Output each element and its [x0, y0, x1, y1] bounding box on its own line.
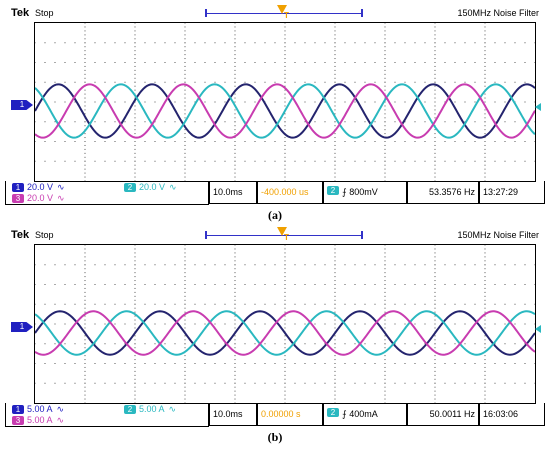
bandwidth-filter: 150MHz Noise Filter — [457, 8, 539, 18]
ch3-badge: 3 — [12, 416, 24, 425]
acquisition-state: Stop — [35, 230, 54, 240]
trigger-readout: 2 ⨍ 800mV — [323, 181, 407, 204]
ac-coupling-icon: ∿ — [169, 182, 177, 192]
clock-readout: 16:03:06 — [479, 403, 545, 426]
ch1-readout: 1 5.00 A ∿ — [12, 404, 64, 415]
scope-header: Tek Stop T 150MHz Noise Filter — [5, 227, 545, 243]
frequency-readout: 50.0011 Hz — [407, 403, 479, 426]
ch2-scale: 20.0 V — [139, 182, 166, 192]
waveform-display — [34, 22, 536, 182]
record-bar-left-tick — [205, 9, 207, 17]
ac-coupling-icon: ∿ — [57, 193, 65, 203]
trigger-marker-label: T — [284, 11, 289, 20]
channel-readout-box: 1 20.0 V ∿ 2 20.0 V ∿ 3 20.0 V ∿ — [5, 181, 209, 205]
ch1-ground-marker-icon: 1 — [11, 322, 33, 332]
trigger-position-icon — [277, 5, 287, 14]
scope-panel-a: Tek Stop T 150MHz Noise Filter 1 1 20.0 … — [5, 5, 545, 205]
clock-readout: 13:27:29 — [479, 181, 545, 204]
status-bar: 1 5.00 A ∿ 2 5.00 A ∿ 3 5.00 A ∿ 10.0ms … — [5, 403, 545, 427]
ch1-waveform — [34, 83, 536, 139]
trigger-position-readout: 0.00000 s — [257, 403, 323, 426]
timebase-readout: 10.0ms — [209, 403, 257, 426]
ch3-readout: 3 20.0 V ∿ — [12, 193, 65, 204]
ch2-readout: 2 5.00 A ∿ — [124, 404, 176, 415]
trigger-source-badge: 2 — [327, 408, 339, 417]
bandwidth-filter: 150MHz Noise Filter — [457, 230, 539, 240]
trigger-marker-label: T — [284, 233, 289, 242]
scope-header: Tek Stop T 150MHz Noise Filter — [5, 5, 545, 21]
scope-panel-b: Tek Stop T 150MHz Noise Filter 1 1 5.00 … — [5, 227, 545, 427]
ch2-waveform — [34, 310, 536, 356]
brand-label: Tek — [11, 7, 30, 19]
timebase-readout: 10.0ms — [209, 181, 257, 204]
trigger-source-badge: 2 — [327, 186, 339, 195]
graticule — [34, 244, 536, 404]
ch2-badge: 2 — [124, 405, 136, 414]
ch2-waveform — [34, 83, 536, 139]
ch1-ground-marker-icon: 1 — [11, 100, 33, 110]
ch1-badge: 1 — [12, 405, 24, 414]
ch3-waveform — [34, 310, 536, 356]
ac-coupling-icon: ∿ — [168, 404, 177, 414]
trigger-level: ⨍ 800mV — [342, 187, 378, 197]
ch3-readout: 3 5.00 A ∿ — [12, 415, 64, 426]
waveform-display — [34, 244, 536, 404]
ac-coupling-icon: ∿ — [57, 182, 65, 192]
figure-caption-a: (a) — [268, 208, 282, 222]
record-bar-right-tick — [361, 231, 363, 239]
ch2-trigger-level-icon — [535, 103, 541, 111]
acquisition-state: Stop — [35, 8, 54, 18]
waveform-plot — [34, 244, 536, 404]
ch1-scale: 20.0 V — [27, 182, 54, 192]
waveform-plot — [34, 22, 536, 182]
brand-label: Tek — [11, 229, 30, 241]
ch2-trigger-level-icon — [535, 325, 541, 333]
trigger-level: ⨍ 400mA — [342, 409, 378, 419]
ch1-readout: 1 20.0 V ∿ — [12, 182, 65, 193]
ch3-waveform — [34, 83, 536, 139]
ch3-scale: 5.00 A — [27, 415, 53, 425]
channel-readout-box: 1 5.00 A ∿ 2 5.00 A ∿ 3 5.00 A ∿ — [5, 403, 209, 427]
ch2-badge: 2 — [124, 183, 136, 192]
ac-coupling-icon: ∿ — [56, 415, 65, 425]
record-bar-left-tick — [205, 231, 207, 239]
status-bar: 1 20.0 V ∿ 2 20.0 V ∿ 3 20.0 V ∿ 10.0ms … — [5, 181, 545, 205]
record-bar-right-tick — [361, 9, 363, 17]
figure-caption-b: (b) — [267, 430, 283, 444]
ch1-scale: 5.00 A — [27, 404, 53, 414]
trigger-position-readout: -400.000 us — [257, 181, 323, 204]
ch2-readout: 2 20.0 V ∿ — [124, 182, 177, 193]
trigger-readout: 2 ⨍ 400mA — [323, 403, 407, 426]
frequency-readout: 53.3576 Hz — [407, 181, 479, 204]
ch3-scale: 20.0 V — [27, 193, 54, 203]
ch1-badge: 1 — [12, 183, 24, 192]
graticule — [34, 22, 536, 182]
ch3-badge: 3 — [12, 194, 24, 203]
ch2-scale: 5.00 A — [139, 404, 165, 414]
ac-coupling-icon: ∿ — [56, 404, 65, 414]
trigger-position-icon — [277, 227, 287, 236]
ch1-waveform — [34, 310, 536, 356]
